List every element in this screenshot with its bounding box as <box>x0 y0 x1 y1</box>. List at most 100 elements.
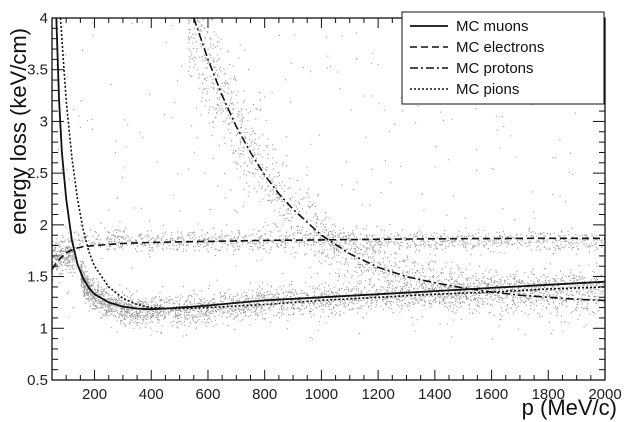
scatter-point <box>135 310 137 312</box>
scatter-point <box>343 304 345 306</box>
scatter-point <box>62 257 64 259</box>
scatter-point <box>104 306 106 308</box>
scatter-point <box>431 286 433 288</box>
scatter-point <box>204 302 206 304</box>
scatter-point <box>99 291 101 293</box>
scatter-point <box>575 234 577 236</box>
scatter-point <box>364 253 366 255</box>
scatter-point <box>451 310 453 312</box>
scatter-point <box>207 309 209 311</box>
scatter-point <box>452 245 454 247</box>
scatter-point <box>576 287 578 289</box>
scatter-point <box>204 313 206 315</box>
scatter-point <box>140 303 142 305</box>
scatter-point <box>475 233 477 235</box>
scatter-point <box>114 306 116 308</box>
scatter-point <box>177 311 179 313</box>
scatter-point <box>206 309 208 311</box>
scatter-point <box>187 296 189 298</box>
scatter-point <box>285 235 287 237</box>
scatter-point <box>150 317 152 319</box>
scatter-point <box>232 245 234 247</box>
scatter-point <box>501 237 503 239</box>
scatter-point <box>353 303 355 305</box>
scatter-point <box>198 319 200 321</box>
scatter-point <box>206 312 208 314</box>
scatter-point <box>356 312 358 314</box>
scatter-point <box>88 285 90 287</box>
scatter-point <box>149 322 151 324</box>
scatter-point <box>73 257 75 259</box>
scatter-point <box>226 82 228 84</box>
scatter-point <box>544 280 546 282</box>
scatter-point <box>397 235 399 237</box>
scatter-point <box>360 305 362 307</box>
scatter-point <box>539 232 541 234</box>
scatter-point <box>309 313 311 315</box>
scatter-point <box>221 233 223 235</box>
scatter-point <box>118 236 120 238</box>
scatter-point <box>226 248 228 250</box>
scatter-point <box>358 308 360 310</box>
scatter-point <box>278 293 280 295</box>
scatter-point <box>232 299 234 301</box>
scatter-point <box>197 302 199 304</box>
scatter-point <box>394 257 396 259</box>
scatter-point <box>561 276 563 278</box>
scatter-point <box>321 295 323 297</box>
scatter-point <box>287 301 289 303</box>
scatter-point <box>107 307 109 309</box>
scatter-point <box>514 237 516 239</box>
scatter-point <box>85 290 87 292</box>
scatter-point <box>544 267 546 269</box>
scatter-point <box>287 242 289 244</box>
scatter-point <box>110 313 112 315</box>
scatter-point <box>123 230 125 232</box>
scatter-point <box>212 310 214 312</box>
scatter-point <box>270 305 272 307</box>
scatter-point <box>391 297 393 299</box>
scatter-point <box>115 242 117 244</box>
scatter-point <box>189 323 191 325</box>
scatter-point <box>175 316 177 318</box>
scatter-point <box>485 238 487 240</box>
scatter-point <box>113 230 115 232</box>
scatter-point <box>91 242 93 244</box>
scatter-point <box>85 237 87 239</box>
scatter-point <box>189 61 191 63</box>
scatter-point <box>266 283 268 285</box>
scatter-point <box>333 247 335 249</box>
scatter-point <box>414 296 416 298</box>
scatter-point <box>207 243 209 245</box>
scatter-point <box>572 240 574 242</box>
scatter-point <box>137 245 139 247</box>
scatter-point <box>256 246 258 248</box>
scatter-point <box>601 241 603 243</box>
scatter-point <box>114 236 116 238</box>
scatter-point <box>85 291 87 293</box>
scatter-point <box>132 316 134 318</box>
scatter-point <box>245 307 247 309</box>
scatter-point <box>357 282 359 284</box>
scatter-point <box>223 307 225 309</box>
scatter-point <box>500 319 502 321</box>
scatter-point <box>351 289 353 291</box>
scatter-point <box>69 268 71 270</box>
scatter-point <box>66 262 68 264</box>
scatter-point <box>258 306 260 308</box>
scatter-point <box>326 303 328 305</box>
scatter-point <box>186 305 188 307</box>
scatter-point <box>127 295 129 297</box>
scatter-point <box>495 288 497 290</box>
scatter-point <box>553 302 555 304</box>
scatter-point <box>237 294 239 296</box>
scatter-point <box>360 269 362 271</box>
scatter-point <box>313 244 315 246</box>
scatter-point <box>527 283 529 285</box>
scatter-point <box>121 310 123 312</box>
scatter-point <box>192 319 194 321</box>
scatter-point <box>258 237 260 239</box>
scatter-point <box>408 271 410 273</box>
scatter-point <box>140 238 142 240</box>
scatter-point <box>109 237 111 239</box>
